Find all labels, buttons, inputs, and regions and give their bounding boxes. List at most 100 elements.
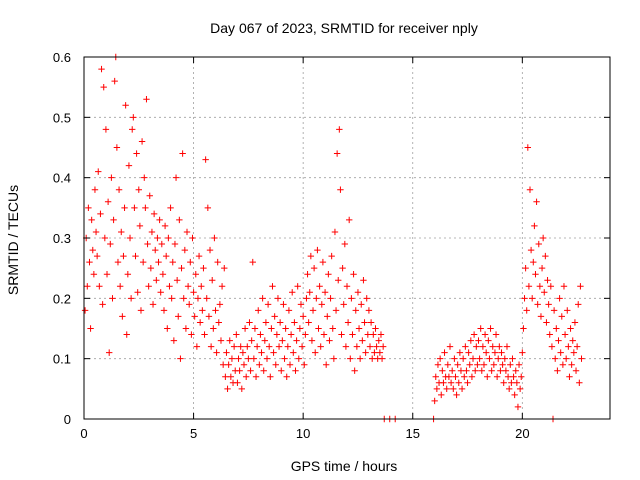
data-point xyxy=(162,252,170,260)
data-point xyxy=(91,186,99,193)
data-point xyxy=(573,343,581,350)
data-point xyxy=(228,355,236,362)
data-point xyxy=(107,240,114,248)
data-point xyxy=(510,373,517,380)
data-point xyxy=(365,307,373,314)
data-point xyxy=(239,349,247,356)
data-point xyxy=(212,307,219,314)
data-point xyxy=(165,234,172,242)
data-point xyxy=(257,331,264,338)
data-point xyxy=(568,361,575,368)
data-point xyxy=(262,319,270,326)
data-point xyxy=(215,319,222,326)
data-point xyxy=(339,264,346,272)
data-point xyxy=(356,355,364,362)
data-point xyxy=(282,325,289,332)
x-tick-label: 15 xyxy=(406,426,420,441)
data-point xyxy=(321,289,329,296)
data-point xyxy=(275,343,283,350)
data-point xyxy=(452,373,459,380)
data-point xyxy=(180,295,187,302)
data-point xyxy=(373,343,380,350)
data-point xyxy=(354,289,362,296)
data-point xyxy=(557,349,564,356)
data-point xyxy=(309,307,317,314)
data-point xyxy=(338,331,345,338)
data-point xyxy=(286,361,294,368)
data-point xyxy=(553,325,560,332)
data-point xyxy=(198,283,205,290)
data-point xyxy=(336,126,343,133)
data-point xyxy=(120,252,127,260)
data-point xyxy=(152,246,159,254)
data-point xyxy=(470,331,478,338)
data-point xyxy=(358,301,365,308)
data-point xyxy=(335,277,342,284)
data-point xyxy=(482,349,490,356)
data-point xyxy=(97,210,104,218)
data-point xyxy=(259,295,266,302)
data-point xyxy=(145,283,152,290)
data-point xyxy=(93,252,101,260)
data-point xyxy=(234,379,241,386)
data-point xyxy=(554,367,561,374)
data-point xyxy=(182,325,190,332)
data-point xyxy=(570,349,578,356)
data-point xyxy=(226,337,233,344)
data-point xyxy=(167,204,174,212)
data-point xyxy=(305,319,312,326)
data-point xyxy=(225,361,232,368)
data-point xyxy=(566,373,573,380)
data-point xyxy=(133,150,140,157)
data-point xyxy=(313,295,320,302)
data-point xyxy=(364,331,372,338)
data-point xyxy=(317,343,324,350)
data-point xyxy=(492,331,500,338)
data-point xyxy=(316,283,323,290)
data-point xyxy=(196,319,204,326)
data-point xyxy=(104,198,112,205)
data-point xyxy=(541,289,548,296)
data-point xyxy=(481,331,489,338)
data-point xyxy=(238,385,245,393)
x-tick-label: 20 xyxy=(515,426,529,441)
data-point xyxy=(516,385,524,393)
data-point xyxy=(108,174,115,181)
data-point xyxy=(462,343,469,350)
data-point xyxy=(280,301,287,308)
data-point xyxy=(556,295,563,302)
data-point xyxy=(344,319,352,326)
data-point xyxy=(148,228,156,236)
data-point xyxy=(81,307,89,314)
data-point xyxy=(536,283,544,290)
data-point xyxy=(171,240,179,248)
data-point xyxy=(160,307,168,314)
data-point xyxy=(454,361,461,368)
data-point xyxy=(564,307,571,314)
data-point xyxy=(469,355,477,362)
x-tick-label: 5 xyxy=(190,426,197,441)
data-point xyxy=(433,385,441,393)
data-point xyxy=(270,349,277,356)
data-point xyxy=(447,379,455,386)
data-point xyxy=(187,258,194,266)
data-point xyxy=(263,355,271,362)
data-point xyxy=(310,264,318,272)
data-point xyxy=(477,325,484,332)
data-point xyxy=(303,295,310,302)
data-point xyxy=(146,192,153,199)
data-point xyxy=(474,361,481,368)
data-point xyxy=(124,271,132,278)
data-point xyxy=(451,355,458,362)
data-point xyxy=(194,295,202,302)
x-tick-label: 0 xyxy=(80,426,87,441)
data-point xyxy=(457,367,465,374)
data-point xyxy=(472,367,479,374)
data-point xyxy=(298,343,306,350)
data-point xyxy=(289,289,296,296)
data-point xyxy=(456,349,464,356)
data-point xyxy=(284,343,292,350)
data-point xyxy=(524,144,532,151)
data-point xyxy=(256,361,263,368)
